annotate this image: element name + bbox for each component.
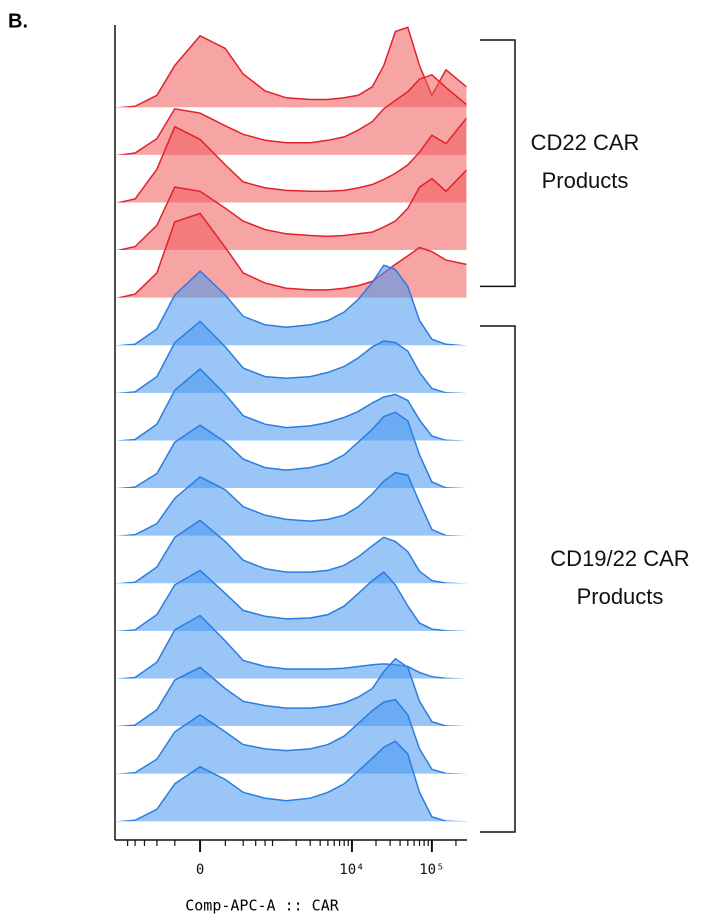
histogram-fill [116, 74, 467, 156]
histogram-fill [116, 570, 467, 632]
histogram-fill [116, 412, 467, 489]
histogram-line [116, 698, 467, 776]
histogram-line [116, 471, 467, 538]
group-bracket [480, 325, 516, 833]
histogram-line [116, 264, 467, 347]
panel-label: B. [8, 10, 28, 32]
histogram-line [116, 169, 467, 252]
histogram-fill [116, 741, 467, 822]
group-label: CD22 CAR [531, 130, 640, 155]
x-tick-label: 0 [196, 862, 204, 878]
x-tick-label: 10⁵ [419, 862, 444, 878]
histogram-line [116, 367, 467, 442]
histogram-line [116, 26, 467, 109]
histogram-line [116, 320, 467, 395]
group-label: CD19/22 CAR [550, 546, 689, 571]
histogram-line [116, 614, 467, 680]
histogram-line [116, 740, 467, 823]
x-tick-label: 10⁴ [339, 862, 364, 878]
histogram-fill [116, 27, 467, 108]
x-axis-label: Comp-APC-A :: CAR [185, 897, 339, 915]
histogram-fill [116, 615, 467, 680]
histogram-line [116, 73, 467, 157]
histogram-line [116, 519, 467, 585]
histogram-fill [116, 520, 467, 584]
histogram-line [116, 411, 467, 490]
group-bracket [480, 39, 516, 288]
histogram-fill [116, 472, 467, 537]
group-label: Products [542, 168, 629, 193]
histogram-line [116, 212, 467, 300]
group-label: Products [577, 584, 664, 609]
histogram-line [116, 569, 467, 633]
histogram-line [116, 117, 467, 204]
histogram-line [116, 657, 467, 728]
